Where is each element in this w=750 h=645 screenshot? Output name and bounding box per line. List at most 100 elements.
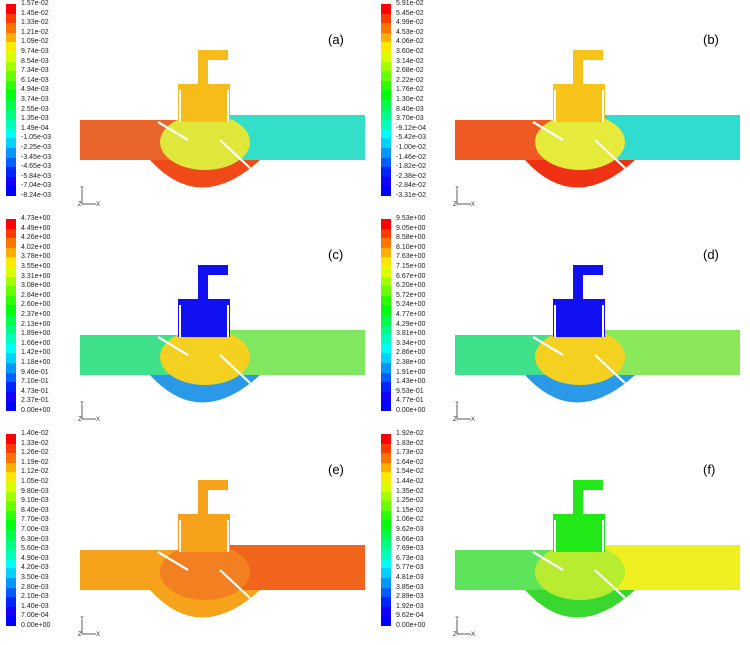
colorbar-swatch bbox=[381, 4, 391, 15]
bonnet-walls bbox=[179, 305, 229, 337]
axes-triad: Y X Z bbox=[453, 186, 475, 208]
stem-region bbox=[198, 273, 208, 301]
colorbar-tick-label: 2.80e-03 bbox=[21, 583, 49, 591]
colorbar-swatch bbox=[6, 109, 16, 120]
colorbar-swatch bbox=[6, 558, 16, 569]
colorbar-swatch bbox=[381, 434, 391, 445]
colorbar-swatch bbox=[6, 90, 16, 101]
colorbar-tick-label: 8.40e-03 bbox=[396, 105, 424, 113]
bonnet-walls bbox=[554, 90, 604, 122]
colorbar-tick-label: 7.15e+00 bbox=[396, 263, 426, 270]
y-axis-label: Y bbox=[80, 186, 84, 192]
colorbar-tick-label: 3.31e+00 bbox=[21, 272, 51, 280]
valve-contour-field bbox=[455, 265, 740, 403]
colorbar-swatch bbox=[6, 382, 16, 393]
colorbar-tick-label: 9.53e+00 bbox=[396, 215, 426, 222]
colorbar-tick-label: 1.49e-04 bbox=[21, 124, 49, 132]
colorbar-swatch bbox=[6, 616, 16, 627]
valve-contour-field bbox=[455, 50, 740, 188]
colorbar-tick-label: 8.10e+00 bbox=[396, 243, 426, 251]
colorbar-swatch bbox=[381, 128, 391, 139]
colorbar-tick-label: 2.22e-02 bbox=[396, 76, 424, 84]
colorbar-tick-label: 7.10e-01 bbox=[21, 378, 49, 386]
colorbar-tick-label: 9.53e-01 bbox=[396, 387, 424, 395]
valve-bowl-region bbox=[150, 160, 260, 188]
colorbar-swatch bbox=[6, 13, 16, 24]
colorbar-swatch bbox=[6, 539, 16, 550]
colorbar-tick-label: 5.24e+00 bbox=[396, 301, 426, 309]
colorbar-swatch bbox=[381, 247, 391, 258]
valve-core-region bbox=[160, 329, 250, 385]
colorbar-tick-label: 7.69e-03 bbox=[396, 545, 424, 553]
valve-contour-field bbox=[80, 265, 365, 403]
colorbar-swatch bbox=[381, 90, 391, 101]
colorbar-tick-label: 8.54e-03 bbox=[21, 57, 49, 65]
colorbar-swatch bbox=[6, 167, 16, 178]
colorbar-swatch bbox=[6, 578, 16, 589]
colorbar-tick-label: -1.05e-03 bbox=[21, 134, 51, 142]
colorbar-tick-label: -3.31e-02 bbox=[396, 192, 426, 199]
colorbar-tick-label: 4.73e-01 bbox=[21, 387, 49, 395]
panel-label: (d) bbox=[703, 247, 719, 262]
colorbar-tick-label: 3.14e-02 bbox=[396, 57, 424, 65]
axes-triad: Y X Z bbox=[78, 616, 100, 638]
colorbar-tick-label: 6.20e+00 bbox=[396, 282, 426, 290]
colorbar-tick-label: -1.00e-02 bbox=[396, 144, 426, 151]
outlet-partition bbox=[594, 139, 626, 169]
outlet-partition bbox=[594, 569, 626, 599]
colorbar-swatch bbox=[6, 61, 16, 72]
colorbar-swatch bbox=[6, 482, 16, 493]
colorbar-swatch bbox=[381, 382, 391, 393]
colorbar-tick-label: -2.84e-02 bbox=[396, 182, 426, 190]
colorbar-tick-label: 4.73e+00 bbox=[21, 215, 51, 222]
colorbar-swatch bbox=[6, 510, 16, 521]
outlet-pipe-region bbox=[595, 115, 740, 160]
x-axis-label: X bbox=[471, 632, 475, 638]
colorbar-tick-label: 4.02e+00 bbox=[21, 243, 51, 251]
colorbar-swatch bbox=[6, 286, 16, 297]
colorbar-tick-label: 0.00e+00 bbox=[21, 407, 51, 414]
colorbar-tick-label: 1.05e-02 bbox=[21, 478, 49, 485]
colorbar-tick-label: 9.80e-03 bbox=[21, 487, 49, 495]
colorbar-tick-label: 6.30e-03 bbox=[21, 535, 49, 543]
colorbar-tick-label: 2.84e+00 bbox=[21, 291, 51, 299]
colorbar-swatch bbox=[381, 391, 391, 402]
colorbar-tick-label: 1.92e-03 bbox=[396, 602, 424, 610]
x-axis-label: X bbox=[96, 417, 100, 423]
colorbar-swatch bbox=[6, 42, 16, 53]
colorbar-swatch bbox=[381, 71, 391, 82]
colorbar-tick-label: 1.33e-02 bbox=[21, 19, 49, 27]
colorbar-tick-label: 4.29e+00 bbox=[396, 320, 426, 328]
colorbar-tick-label: 4.81e-03 bbox=[396, 574, 424, 581]
colorbar-swatch bbox=[381, 578, 391, 589]
valve-contour-field bbox=[80, 480, 365, 618]
outlet-partition bbox=[219, 569, 251, 599]
colorbar-swatch bbox=[381, 295, 391, 306]
colorbar-swatch bbox=[381, 606, 391, 617]
colorbar-tick-label: 1.25e-02 bbox=[396, 497, 424, 505]
colorbar-tick-label: 1.54e-02 bbox=[396, 468, 424, 476]
stem-region bbox=[573, 273, 583, 301]
colorbar-tick-label: 9.10e-03 bbox=[21, 497, 49, 505]
colorbar-swatch bbox=[6, 247, 16, 258]
outlet-partition bbox=[219, 139, 251, 169]
inlet-partition bbox=[157, 551, 189, 571]
panel-label: (b) bbox=[703, 32, 719, 47]
colorbar-tick-label: 7.70e-03 bbox=[21, 516, 49, 524]
colorbar-tick-label: 4.77e-01 bbox=[396, 397, 424, 405]
colorbar-swatch bbox=[381, 305, 391, 316]
colorbar-swatch bbox=[6, 267, 16, 278]
panel-label: (f) bbox=[703, 462, 716, 477]
colorbar-tick-label: 9.05e+00 bbox=[396, 224, 426, 232]
outlet-pipe-region bbox=[220, 115, 365, 160]
colorbar-tick-label: 2.60e+00 bbox=[21, 301, 51, 309]
bonnet-walls bbox=[554, 305, 604, 337]
colorbar-tick-label: -9.12e-04 bbox=[396, 124, 426, 132]
colorbar-tick-label: 1.44e-02 bbox=[396, 478, 424, 485]
colorbar-tick-label: 3.74e-03 bbox=[21, 96, 49, 103]
colorbar-swatch bbox=[6, 353, 16, 364]
bonnet-region bbox=[178, 514, 230, 552]
colorbar-swatch bbox=[381, 80, 391, 91]
colorbar-tick-label: -2.25e-03 bbox=[21, 144, 51, 151]
colorbar-swatch bbox=[6, 606, 16, 617]
